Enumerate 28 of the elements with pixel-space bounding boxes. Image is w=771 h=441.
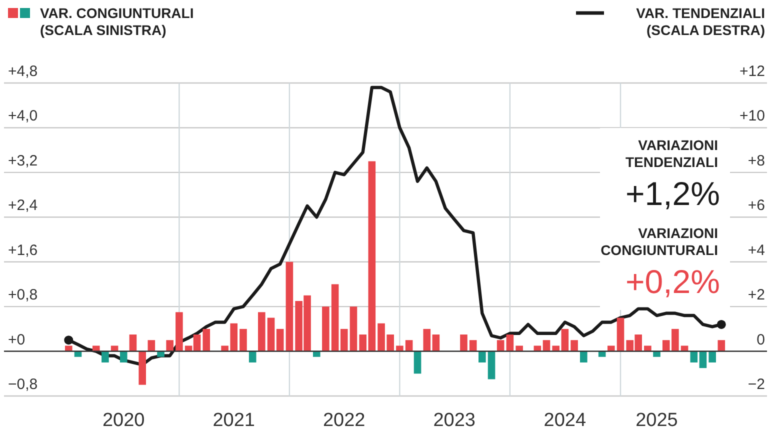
y2-tick-label: +10 [740,108,765,125]
x-tick-label: 2025 [636,410,678,431]
y2-tick-label: +12 [740,63,765,80]
x-tick-label: 2024 [544,410,586,431]
x-tick-label: 2022 [322,410,366,431]
y-tick-label: +4,8 [8,63,38,80]
y2-tick-label: 0 [756,331,765,348]
y-tick-label: +3,2 [8,152,38,170]
annotation: +0,2% [626,263,720,300]
y-tick-label: +4,0 [8,108,38,125]
y-tick-label: +0 [8,331,26,348]
y-tick-label: +0,8 [8,286,38,304]
annotation: +1,2% [626,175,720,212]
y-tick-label: +1,6 [8,242,38,259]
y-tick-label: +2,4 [8,197,38,214]
annotation: VARIAZIONI TENDENZIALI [625,137,718,170]
x-tick-label: 2021 [212,410,256,431]
annotation: VARIAZIONI CONGIUNTURALI [600,225,718,258]
y2-tick-label: +6 [748,197,765,214]
legend-label: VAR. CONGIUNTURALI (SCALA SINISTRA) [40,5,194,38]
y2-tick-label: +8 [748,152,765,170]
y2-tick-label: +2 [748,286,765,304]
x-tick-label: 2020 [102,410,145,431]
y2-tick-label: +4 [748,242,765,259]
legend-label: VAR. TENDENZIALI (SCALA DESTRA) [636,5,765,38]
x-tick-label: 2023 [433,410,476,431]
y-tick-label: −0,8 [8,376,38,393]
y2-tick-label: −2 [748,376,765,393]
